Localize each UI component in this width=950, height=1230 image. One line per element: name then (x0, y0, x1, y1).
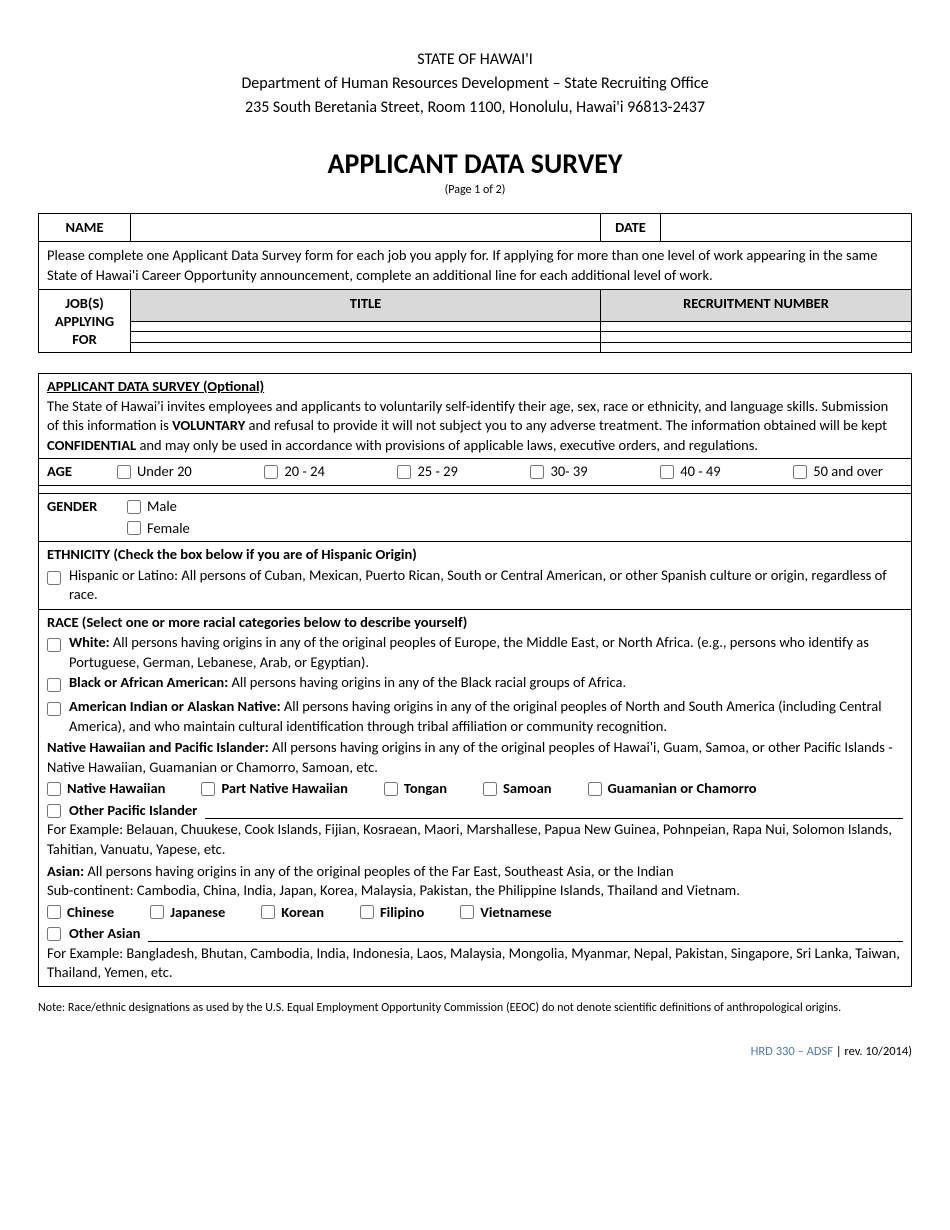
applicant-info-table: NAME DATE Please complete one Applicant … (38, 213, 912, 353)
native-hawaiian-checkbox[interactable]: Native Hawaiian (47, 779, 165, 799)
title-column-header: TITLE (131, 290, 601, 322)
hispanic-checkbox[interactable] (47, 571, 61, 585)
part-native-hawaiian-checkbox[interactable]: Part Native Hawaiian (201, 779, 347, 799)
tongan-checkbox[interactable]: Tongan (384, 779, 447, 799)
asian-examples: For Example: Bangladesh, Bhutan, Cambodi… (47, 944, 903, 983)
hispanic-desc: All persons of Cuban, Mexican, Puerto Ri… (69, 566, 887, 604)
recruitment-number-field-3[interactable] (601, 342, 912, 353)
date-field[interactable] (661, 214, 912, 242)
other-asian-checkbox[interactable] (47, 927, 61, 941)
race-heading: RACE (Select one or more racial categori… (47, 613, 467, 631)
intro-text-c: and refusal to provide it will not subje… (245, 416, 887, 434)
other-pacific-islander-field[interactable] (205, 803, 903, 819)
japanese-checkbox[interactable]: Japanese (150, 903, 225, 923)
form-code: HRD 330 – ADSF (751, 1044, 833, 1059)
recruitment-number-field-2[interactable] (601, 332, 912, 343)
age-cell: AGE Under 20 20 - 24 25 - 29 30- 39 40 -… (39, 459, 912, 486)
document-title: APPLICANT DATA SURVEY (38, 146, 912, 181)
age-40-49[interactable]: 40 - 49 (660, 462, 720, 482)
jobs-applying-label: JOB(S) APPLYING FOR (39, 290, 131, 353)
nhpi-heading-label: Native Hawaiian and Pacific Islander: (47, 738, 269, 756)
hispanic-label: Hispanic or Latino: (69, 566, 178, 584)
document-header: STATE OF HAWAI'I Department of Human Res… (38, 48, 912, 120)
vietnamese-checkbox[interactable]: Vietnamese (460, 903, 551, 923)
instructions-text: Please complete one Applicant Data Surve… (39, 242, 912, 290)
job-title-field-1[interactable] (131, 321, 601, 332)
age-under-20[interactable]: Under 20 (117, 462, 192, 482)
filipino-checkbox[interactable]: Filipino (360, 903, 424, 923)
korean-checkbox[interactable]: Korean (261, 903, 324, 923)
name-label: NAME (39, 214, 131, 242)
age-label: AGE (47, 462, 117, 482)
age-30-39[interactable]: 30- 39 (530, 462, 587, 482)
page-number: (Page 1 of 2) (38, 183, 912, 197)
intro-text-e: and may only be used in accordance with … (136, 436, 758, 454)
asian-desc: All persons having origins in any of the… (84, 862, 674, 880)
recruitment-number-header: RECRUITMENT NUMBER (601, 290, 912, 322)
header-line-1: STATE OF HAWAI'I (38, 48, 912, 72)
other-asian-label: Other Asian (69, 924, 140, 944)
race-cell: RACE (Select one or more racial categori… (39, 609, 912, 986)
black-checkbox[interactable] (47, 678, 61, 692)
asian-label: Asian: (47, 862, 84, 880)
nhpi-examples: For Example: Belauan, Chuukese, Cook Isl… (47, 820, 903, 859)
other-asian-field[interactable] (148, 926, 903, 942)
other-pacific-islander-checkbox[interactable] (47, 804, 61, 818)
name-field[interactable] (131, 214, 601, 242)
white-desc: All persons having origins in any of the… (69, 633, 869, 671)
header-line-2: Department of Human Resources Developmen… (38, 72, 912, 96)
age-25-29[interactable]: 25 - 29 (397, 462, 457, 482)
asian-desc2: Sub-continent: Cambodia, China, India, J… (47, 881, 740, 899)
age-50-over[interactable]: 50 and over (793, 462, 883, 482)
recruitment-number-field-1[interactable] (601, 321, 912, 332)
survey-intro-cell: APPLICANT DATA SURVEY (Optional) The Sta… (39, 374, 912, 459)
footnote: Note: Race/ethnic designations as used b… (38, 1001, 912, 1017)
job-title-field-3[interactable] (131, 342, 601, 353)
guamanian-checkbox[interactable]: Guamanian or Chamorro (588, 779, 757, 799)
gender-male[interactable]: Male (127, 497, 190, 517)
intro-voluntary: VOLUNTARY (172, 416, 245, 434)
white-checkbox[interactable] (47, 638, 61, 652)
form-revision: | rev. 10/2014) (833, 1044, 912, 1059)
survey-section-title: APPLICANT DATA SURVEY (Optional) (47, 377, 264, 395)
date-label: DATE (601, 214, 661, 242)
header-line-3: 235 South Beretania Street, Room 1100, H… (38, 96, 912, 120)
intro-confidential: CONFIDENTIAL (47, 436, 136, 454)
gender-cell: GENDER Male Female (39, 493, 912, 541)
black-desc: All persons having origins in any of the… (228, 673, 626, 691)
aian-checkbox[interactable] (47, 702, 61, 716)
footer: HRD 330 – ADSF | rev. 10/2014) (38, 1044, 912, 1059)
ethnicity-heading: ETHNICITY (Check the box below if you ar… (47, 545, 417, 563)
chinese-checkbox[interactable]: Chinese (47, 903, 114, 923)
gender-label: GENDER (47, 497, 117, 538)
samoan-checkbox[interactable]: Samoan (483, 779, 552, 799)
spacer (39, 485, 912, 493)
survey-table: APPLICANT DATA SURVEY (Optional) The Sta… (38, 373, 912, 987)
age-20-24[interactable]: 20 - 24 (264, 462, 324, 482)
gender-female[interactable]: Female (127, 519, 190, 539)
aian-label: American Indian or Alaskan Native: (69, 697, 281, 715)
white-label: White: (69, 633, 110, 651)
ethnicity-cell: ETHNICITY (Check the box below if you ar… (39, 542, 912, 610)
other-pacific-islander-label: Other Pacific Islander (69, 801, 197, 821)
job-title-field-2[interactable] (131, 332, 601, 343)
black-label: Black or African American: (69, 673, 228, 691)
